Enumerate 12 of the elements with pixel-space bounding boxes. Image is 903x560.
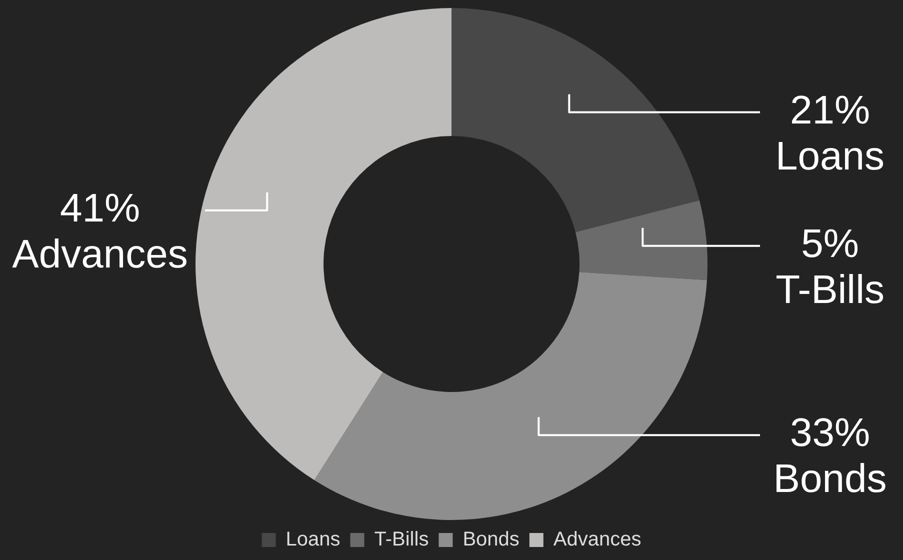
data-label: 41% <box>60 186 140 230</box>
legend-label: Bonds <box>462 528 520 551</box>
slice-label: Bonds <box>773 457 887 502</box>
legend-label: Advances <box>553 528 642 551</box>
slice-label: T-Bills <box>776 268 884 312</box>
data-label: 5% <box>801 222 859 266</box>
slice-label: Loans <box>776 134 884 178</box>
slice-label: Advances <box>12 232 188 276</box>
data-label: 21% <box>790 88 870 132</box>
legend-label: T-Bills <box>374 528 429 551</box>
data-label: 33% <box>790 411 870 456</box>
legend-label: Loans <box>286 528 340 551</box>
